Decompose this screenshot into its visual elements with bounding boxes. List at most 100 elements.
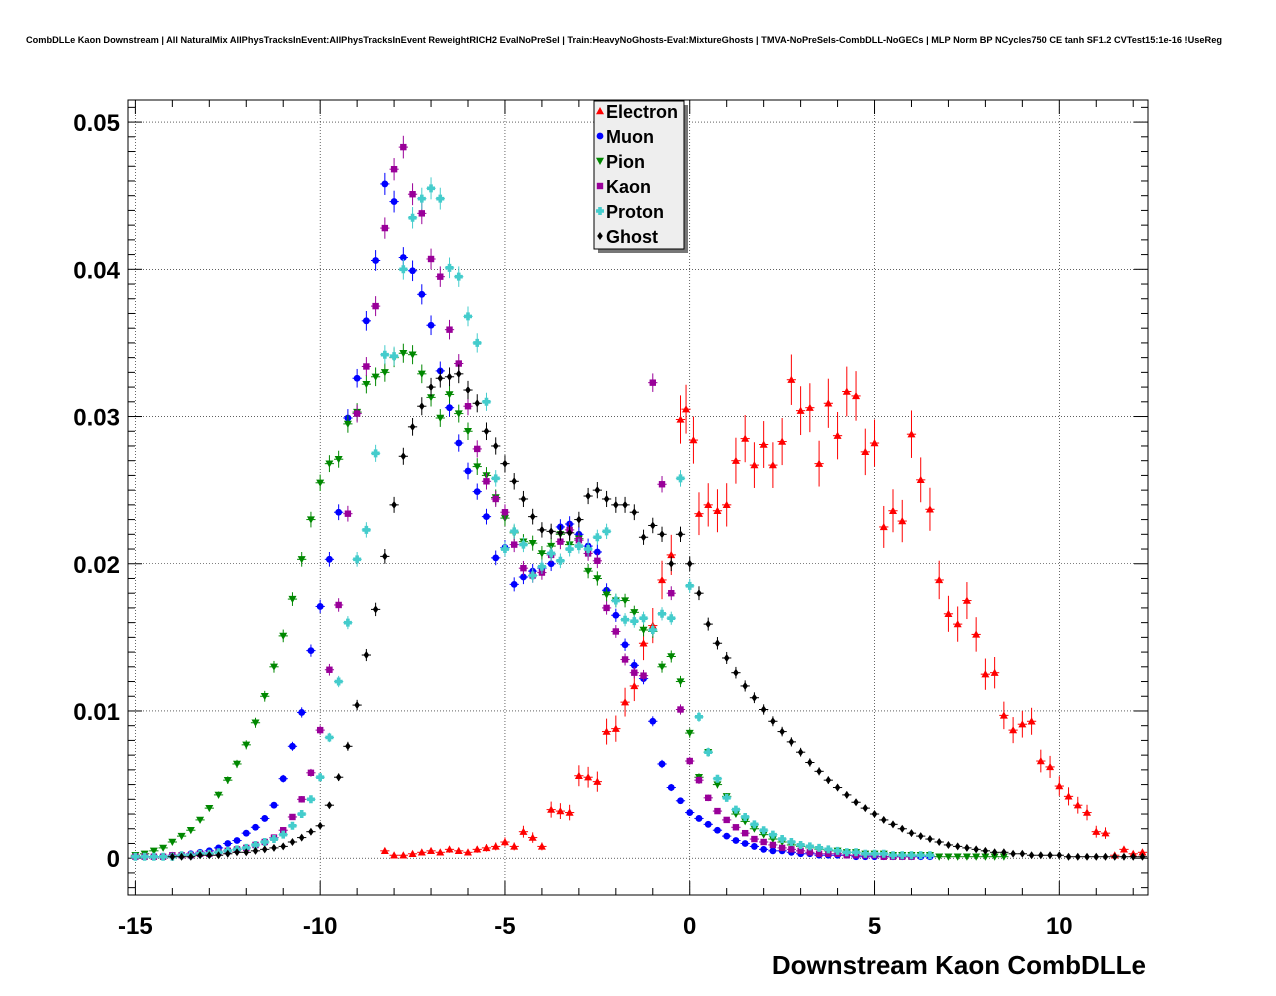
data-point [769, 841, 777, 849]
data-point [705, 794, 712, 802]
data-point [382, 552, 388, 561]
y-tick-label: 0 [107, 846, 120, 873]
data-point [455, 360, 462, 367]
data-point [547, 560, 555, 568]
data-point [676, 415, 685, 423]
data-point [501, 509, 509, 516]
data-point [1028, 851, 1035, 860]
data-point [289, 838, 296, 846]
data-point [418, 210, 426, 217]
data-point [474, 399, 481, 408]
data-point [557, 528, 564, 537]
data-point [593, 777, 602, 785]
data-point [362, 317, 370, 325]
data-point [935, 575, 944, 584]
data-point [944, 853, 953, 861]
data-point [602, 591, 611, 599]
data-point [427, 846, 436, 855]
data-point [898, 517, 907, 525]
data-point [464, 467, 472, 475]
data-point [936, 838, 942, 846]
data-point [694, 509, 703, 517]
data-point [631, 508, 638, 517]
legend: Electron Muon Pion Kaon Proton Ghost [593, 100, 688, 253]
data-point [269, 663, 278, 671]
data-point [825, 850, 832, 857]
data-point [584, 545, 593, 554]
data-point [372, 257, 380, 264]
data-point [768, 461, 777, 469]
data-point [454, 410, 463, 418]
data-point [759, 826, 768, 835]
x-tick-label: 10 [1046, 913, 1073, 940]
data-point [270, 801, 278, 809]
data-point [731, 810, 740, 819]
data-point [779, 727, 785, 736]
data-point [824, 399, 833, 407]
data-point [149, 847, 158, 855]
data-point [464, 403, 472, 410]
data-point [723, 832, 731, 840]
data-point [844, 790, 850, 799]
data-point [326, 666, 333, 673]
data-point [510, 541, 518, 548]
data-point [742, 681, 748, 690]
data-point [214, 791, 223, 799]
data-point [621, 698, 630, 706]
data-point [806, 849, 814, 856]
data-point [445, 391, 454, 399]
data-point [962, 853, 971, 861]
data-point [539, 525, 545, 534]
legend-label: Ghost [606, 227, 658, 247]
data-point [343, 618, 352, 627]
data-point [482, 843, 491, 852]
data-point [446, 372, 453, 381]
data-point [741, 434, 750, 442]
data-point [574, 771, 583, 779]
data-point [528, 833, 537, 841]
data-point [898, 851, 907, 860]
data-point [676, 678, 685, 686]
data-point [399, 851, 408, 859]
data-point [1009, 726, 1018, 734]
data-point [325, 460, 334, 468]
data-point [667, 550, 676, 559]
data-point [298, 796, 305, 803]
data-point [363, 651, 370, 660]
data-point [962, 596, 971, 604]
data-point [380, 846, 389, 855]
data-point [417, 194, 426, 203]
data-point [973, 845, 979, 854]
data-point [391, 500, 397, 509]
data-point [473, 488, 481, 496]
data-point [667, 784, 675, 791]
data-point [510, 842, 519, 850]
data-point [409, 191, 416, 198]
data-point [751, 835, 758, 843]
data-point [760, 838, 767, 846]
data-point [694, 712, 703, 721]
data-point [584, 773, 593, 781]
data-point [751, 693, 758, 702]
data-point [473, 338, 482, 347]
data-point [759, 831, 768, 839]
data-point [842, 387, 851, 395]
data-point [417, 370, 426, 378]
data-point [999, 711, 1008, 719]
data-point [537, 550, 546, 558]
data-point [713, 781, 722, 789]
data-point [362, 380, 371, 389]
data-point [879, 849, 888, 858]
data-point [805, 842, 814, 851]
data-point [390, 851, 399, 859]
data-point [611, 724, 620, 732]
data-point [317, 821, 323, 830]
data-point [658, 575, 667, 584]
data-point [871, 810, 878, 819]
data-point [519, 827, 528, 835]
data-point [731, 456, 740, 464]
legend-marker [596, 157, 604, 165]
legend-label: Electron [606, 102, 678, 122]
data-point [1119, 845, 1128, 853]
data-point [474, 445, 481, 453]
